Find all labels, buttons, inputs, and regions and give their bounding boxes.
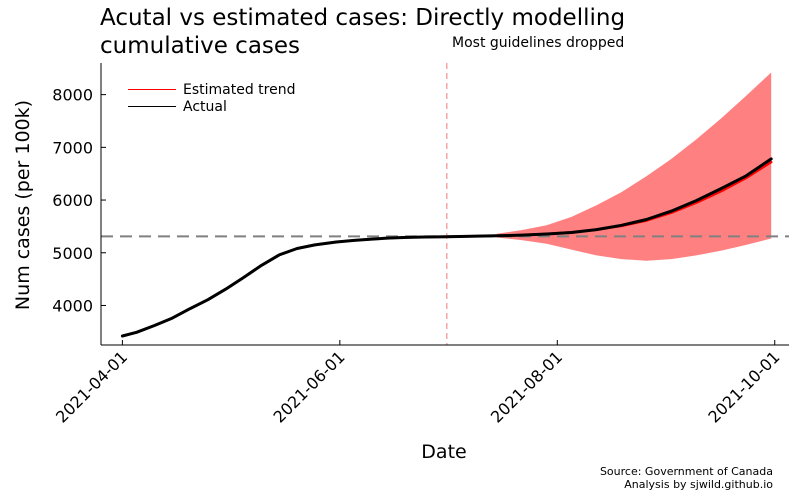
legend-swatch-actual bbox=[128, 106, 176, 107]
legend: Estimated trend Actual bbox=[128, 81, 296, 115]
legend-item-estimated: Estimated trend bbox=[128, 81, 296, 98]
source-line-1: Source: Government of Canada bbox=[599, 465, 773, 478]
x-axis-label: Date bbox=[421, 441, 467, 463]
source-line-2: Analysis by sjwild.github.io bbox=[624, 478, 773, 491]
vline-annotation: Most guidelines dropped bbox=[452, 35, 625, 51]
y-tick-label-7000: 7000 bbox=[52, 138, 93, 157]
source-note: Source: Government of Canada Analysis by… bbox=[600, 465, 773, 491]
x-tick-label-2021-10-01: 2021-10-01 bbox=[704, 347, 783, 426]
legend-item-actual: Actual bbox=[128, 98, 296, 115]
legend-label-actual: Actual bbox=[183, 98, 227, 115]
y-tick-label-5000: 5000 bbox=[52, 244, 93, 263]
chart-title: Acutal vs estimated cases: Directly mode… bbox=[100, 5, 626, 59]
y-tick-label-4000: 4000 bbox=[52, 296, 93, 315]
legend-swatch-estimated bbox=[128, 89, 176, 90]
series-line-1 bbox=[120, 157, 773, 338]
y-tick-label-6000: 6000 bbox=[52, 191, 93, 210]
y-axis-label: Num cases (per 100k) bbox=[12, 99, 34, 311]
x-tick-label-2021-06-01: 2021-06-01 bbox=[269, 347, 348, 426]
uncertainty-band bbox=[496, 72, 772, 261]
x-tick-label-2021-08-01: 2021-08-01 bbox=[487, 347, 566, 426]
x-tick-label-2021-04-01: 2021-04-01 bbox=[52, 347, 131, 426]
legend-label-estimated: Estimated trend bbox=[183, 81, 296, 98]
y-tick-label-8000: 8000 bbox=[52, 86, 93, 105]
